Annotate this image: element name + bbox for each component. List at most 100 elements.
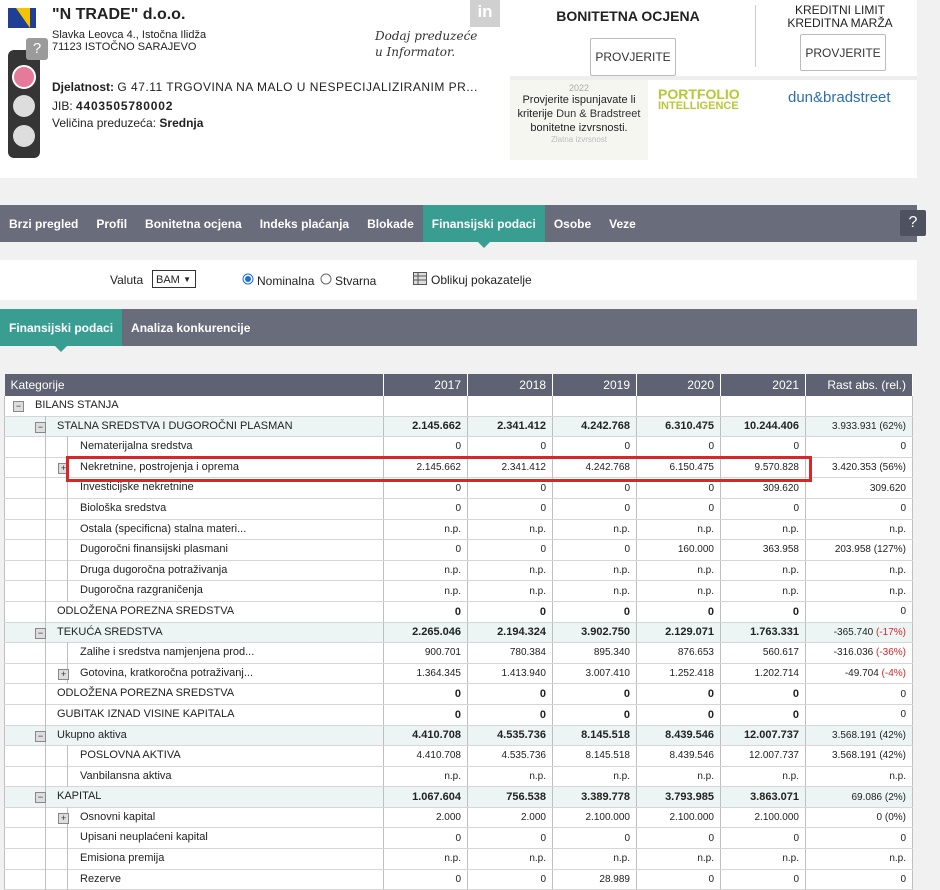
tab[interactable]: Bonitetna ocjena bbox=[145, 216, 242, 231]
tree-line bbox=[67, 765, 68, 788]
tab[interactable]: Indeks plaćanja bbox=[259, 216, 350, 231]
value-cell: n.p. bbox=[467, 560, 553, 582]
growth-abs: 309.620 bbox=[869, 482, 906, 494]
tree-line bbox=[45, 848, 46, 870]
value-cell: n.p. bbox=[383, 766, 468, 788]
growth-rel: (-4%) bbox=[881, 668, 906, 680]
value-cell: 0 bbox=[383, 539, 468, 561]
growth-cell: -49.704 (-4%) bbox=[805, 663, 913, 685]
radio-label[interactable]: Stvarna bbox=[335, 274, 377, 288]
value-cell: 160.000 bbox=[636, 539, 721, 561]
value-cell bbox=[720, 396, 806, 417]
tab[interactable]: Osobe bbox=[553, 216, 592, 231]
value: G 47.11 TRGOVINA NA MALO U NESPECIJALIZI… bbox=[117, 80, 478, 94]
tree-line bbox=[45, 436, 46, 458]
tab[interactable]: Veze bbox=[609, 216, 636, 231]
dnb-logo[interactable]: dun&bradstreet bbox=[788, 89, 891, 106]
tree-line bbox=[45, 745, 46, 767]
table-icon[interactable] bbox=[413, 272, 427, 285]
value-cell: 0 bbox=[383, 704, 468, 726]
value-cell: n.p. bbox=[552, 848, 637, 870]
tab[interactable]: Finansijski podaci bbox=[0, 309, 123, 352]
expander[interactable]: + bbox=[58, 812, 69, 824]
help-icon[interactable]: ? bbox=[26, 38, 48, 60]
category-cell: Upisani neuplaćeni kapital bbox=[4, 827, 384, 850]
company-name: "N TRADE" d.o.o. bbox=[52, 6, 186, 23]
growth-abs: 0 bbox=[900, 503, 906, 515]
category-label: KAPITAL bbox=[57, 790, 102, 803]
tab[interactable]: Finansijski podaci bbox=[422, 205, 545, 248]
credit-button[interactable]: PROVJERITE bbox=[800, 34, 886, 71]
growth-abs: -316.036 bbox=[833, 647, 874, 659]
value-cell: n.p. bbox=[383, 848, 468, 870]
currency-label: Valuta bbox=[110, 273, 144, 287]
category-label: Rezerve bbox=[80, 872, 121, 885]
value-cell: 0 bbox=[636, 704, 721, 726]
expander[interactable]: − bbox=[35, 792, 46, 804]
portfolio-logo[interactable]: PORTFOLIO INTELLIGENCE bbox=[658, 87, 740, 112]
value-cell: 4.410.708 bbox=[383, 745, 468, 767]
value-cell: n.p. bbox=[383, 580, 468, 602]
value-cell: 756.538 bbox=[467, 786, 553, 808]
growth-rel: (-36%) bbox=[875, 647, 906, 659]
tab[interactable]: Blokade bbox=[367, 216, 414, 231]
expander[interactable]: − bbox=[13, 401, 24, 412]
ad-banner[interactable]: 2022 Provjerite ispunjavate li kriterije… bbox=[510, 80, 648, 160]
value-cell: 0 bbox=[467, 827, 553, 850]
growth-cell: 203.958 (127%) bbox=[805, 539, 913, 561]
radio-checked[interactable] bbox=[242, 273, 254, 285]
growth-cell: 0 bbox=[805, 827, 913, 850]
currency-select[interactable]: BAM ▼ bbox=[152, 270, 196, 288]
growth-cell: 69.086 (2%) bbox=[805, 786, 913, 808]
category-cell: Nematerijalna sredstva bbox=[4, 436, 384, 458]
tree-line bbox=[45, 868, 46, 890]
value-cell: 2.100.000 bbox=[720, 807, 806, 829]
main-tabs: Brzi pregled Profil Bonitetna ocjena Indeks… bbox=[0, 205, 917, 248]
tree-line bbox=[45, 642, 46, 664]
category-cell: Dugoročna razgraničenja bbox=[4, 580, 384, 602]
tab[interactable]: Analiza konkurencije bbox=[131, 320, 251, 335]
value-cell: 0 bbox=[720, 704, 806, 726]
value-cell: 0 bbox=[552, 704, 637, 726]
expander[interactable]: − bbox=[35, 421, 46, 433]
expander[interactable]: + bbox=[58, 462, 69, 474]
ad-text: Provjerite ispunjavate li kriterije Dun … bbox=[510, 93, 648, 135]
expander[interactable]: − bbox=[35, 627, 46, 639]
shape-button[interactable]: Oblikuj pokazatelje bbox=[431, 273, 532, 287]
tab[interactable]: Profil bbox=[96, 216, 128, 231]
tree-line bbox=[45, 600, 46, 623]
category-cell: Zalihe i sredstva namjenjena prod... bbox=[4, 642, 384, 664]
tab[interactable]: Brzi pregled bbox=[9, 216, 79, 231]
value-cell: 2.341.412 bbox=[467, 457, 553, 479]
radio-label[interactable]: Nominalna bbox=[257, 274, 315, 288]
in-logo[interactable]: in bbox=[470, 0, 500, 27]
value-cell: 2.265.046 bbox=[383, 622, 468, 644]
category-cell: − Ukupno aktiva bbox=[4, 724, 384, 747]
value-cell: 8.145.518 bbox=[552, 745, 637, 767]
growth-cell: 3.933.931 (62%) bbox=[805, 416, 913, 438]
value-cell: n.p. bbox=[720, 519, 806, 541]
value-cell: 0 bbox=[636, 436, 721, 458]
expander[interactable]: + bbox=[58, 668, 69, 680]
value-cell: 3.007.410 bbox=[552, 663, 637, 685]
tree-line bbox=[45, 683, 46, 705]
rating-button[interactable]: PROVJERITE bbox=[590, 38, 676, 76]
table-row: + Gotovina, kratkoročna potraživanj... 1.3… bbox=[4, 662, 913, 685]
expander[interactable]: − bbox=[35, 730, 46, 742]
category-label: Zalihe i sredstva namjenjena prod... bbox=[80, 646, 255, 659]
value-cell: 309.620 bbox=[720, 477, 806, 499]
value-cell: 0 bbox=[383, 477, 468, 499]
growth-abs: 3.933.931 bbox=[832, 420, 877, 432]
help-button[interactable]: ? bbox=[900, 210, 926, 236]
value-cell: 780.384 bbox=[467, 642, 553, 664]
category-label: Vanbilansna aktiva bbox=[80, 769, 172, 782]
informator-link[interactable]: Dodaj preduzeće u Informator. bbox=[375, 28, 477, 60]
value-cell: 3.902.750 bbox=[552, 622, 637, 644]
radio[interactable] bbox=[320, 273, 332, 285]
growth-rel: (42%) bbox=[879, 750, 906, 762]
growth-cell: n.p. bbox=[805, 766, 913, 788]
value-cell: 2.145.662 bbox=[383, 457, 468, 479]
table-row: Zalihe i sredstva namjenjena prod... 900.… bbox=[4, 642, 913, 664]
table-row: − BILANS STANJA bbox=[4, 396, 913, 417]
